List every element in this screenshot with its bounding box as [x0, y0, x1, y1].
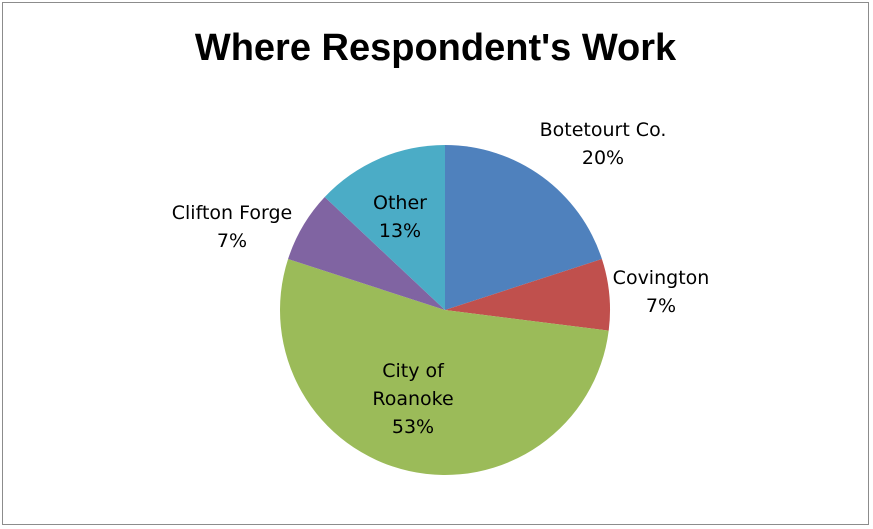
pie-slice-city-of-roanoke: [279, 259, 609, 476]
data-label-clifton-forge: Clifton Forge 7%: [172, 202, 292, 252]
data-label-line: Other: [373, 192, 427, 214]
data-label-line: 7%: [646, 295, 676, 317]
data-label-covington: Covington 7%: [613, 267, 710, 317]
pie-labels: Botetourt Co. 20% Covington 7% City of Roanok…: [172, 119, 710, 438]
pie-slices: [279, 145, 610, 476]
pie-slice-botetourt-co: [445, 145, 602, 310]
chart-title: Where Respondent's Work: [194, 27, 677, 69]
data-label-line: Botetourt Co.: [540, 119, 667, 141]
data-label-line: 13%: [379, 220, 421, 242]
data-label-line: City of: [382, 360, 445, 382]
data-label-other: Other 13%: [373, 192, 427, 242]
data-label-line: Covington: [613, 267, 710, 289]
data-label-line: 7%: [217, 230, 247, 252]
data-label-line: 53%: [392, 416, 434, 438]
pie-slice-clifton-forge: [288, 197, 445, 310]
pie-slice-covington: [445, 259, 610, 331]
data-label-line: 20%: [582, 147, 624, 169]
data-label-line: Clifton Forge: [172, 202, 292, 224]
data-label-line: Roanoke: [372, 388, 453, 410]
pie-slice-other: [324, 145, 445, 310]
data-label-city-of-roanoke: City of Roanoke 53%: [372, 360, 453, 438]
data-label-botetourt-co: Botetourt Co. 20%: [540, 119, 667, 169]
